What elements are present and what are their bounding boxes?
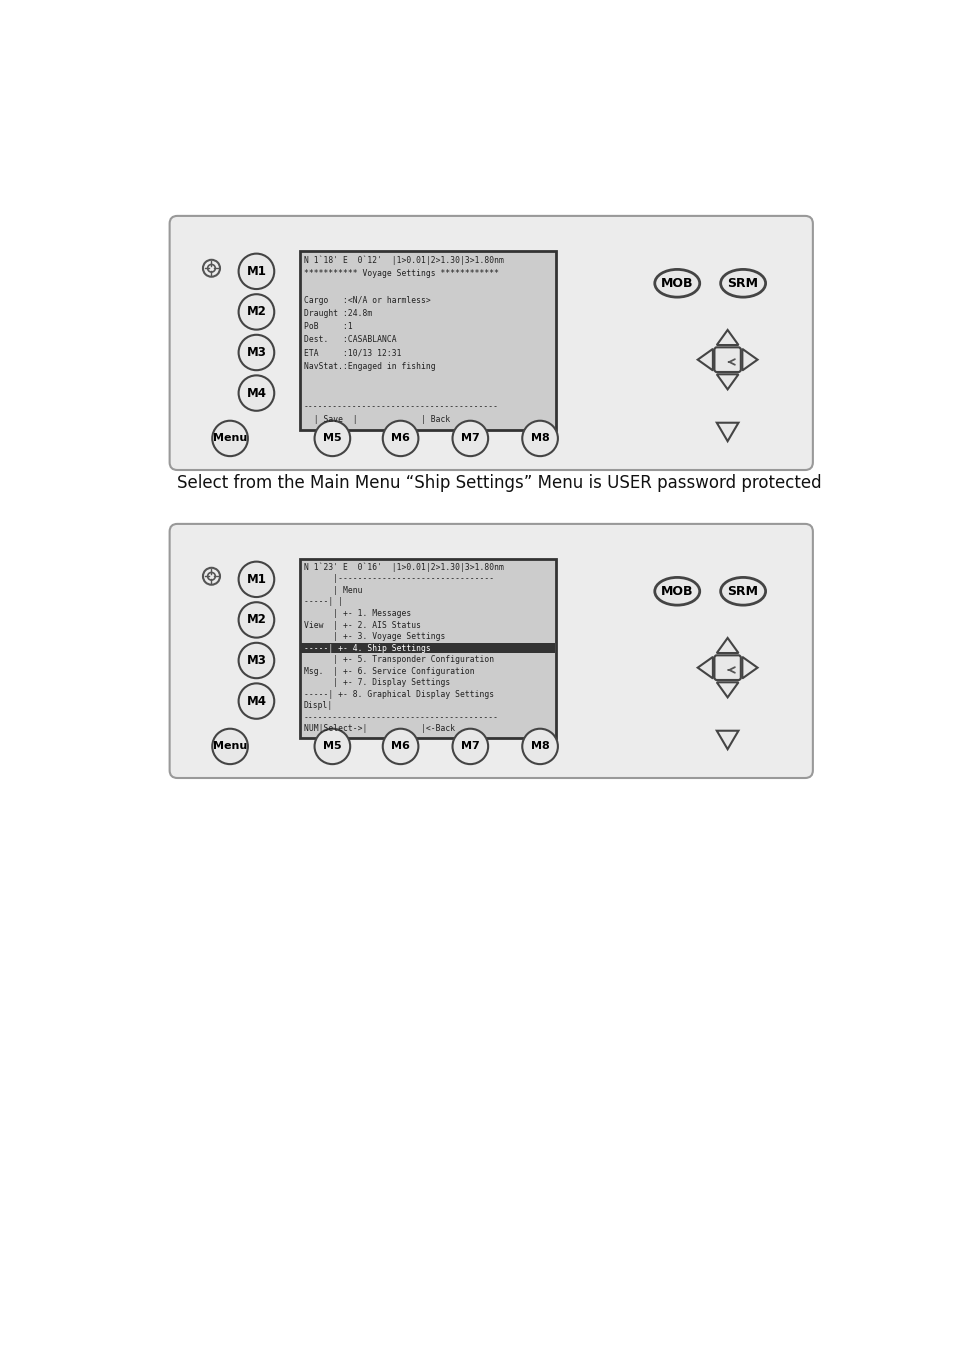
Text: Menu: Menu	[213, 433, 247, 443]
Text: M7: M7	[460, 741, 479, 752]
Polygon shape	[716, 329, 738, 346]
Ellipse shape	[720, 270, 765, 297]
Circle shape	[238, 562, 274, 597]
Polygon shape	[741, 348, 757, 370]
Text: |--------------------------------: |--------------------------------	[303, 574, 494, 583]
Text: M6: M6	[391, 433, 410, 443]
Text: M5: M5	[323, 741, 341, 752]
Circle shape	[382, 729, 418, 764]
Polygon shape	[716, 374, 738, 389]
Bar	[299, 559, 555, 738]
Polygon shape	[741, 657, 757, 679]
Text: ETA     :10/13 12:31: ETA :10/13 12:31	[303, 348, 401, 358]
Text: M4: M4	[246, 386, 266, 400]
Text: Draught :24.8m: Draught :24.8m	[303, 309, 372, 319]
Text: N 1`23' E  0`16'  |1>0.01|2>1.30|3>1.80nm: N 1`23' E 0`16' |1>0.01|2>1.30|3>1.80nm	[303, 563, 503, 572]
Circle shape	[521, 421, 558, 456]
Text: Msg.  | +- 6. Service Configuration: Msg. | +- 6. Service Configuration	[303, 667, 474, 675]
Text: M1: M1	[246, 265, 266, 278]
FancyBboxPatch shape	[170, 524, 812, 778]
Text: | +- 5. Transponder Configuration: | +- 5. Transponder Configuration	[303, 655, 494, 664]
Text: PoB     :1: PoB :1	[303, 323, 352, 331]
Text: | +- 1. Messages: | +- 1. Messages	[303, 609, 411, 618]
Circle shape	[314, 729, 350, 764]
Polygon shape	[697, 657, 712, 679]
Polygon shape	[697, 348, 712, 370]
Polygon shape	[716, 423, 738, 441]
Text: M6: M6	[391, 741, 410, 752]
Text: M4: M4	[246, 695, 266, 707]
Text: | Save  |             | Back: | Save | | Back	[303, 414, 450, 424]
Text: SRM: SRM	[727, 585, 758, 598]
Circle shape	[238, 335, 274, 370]
Circle shape	[382, 421, 418, 456]
Circle shape	[238, 602, 274, 637]
Text: -----| +- 8. Graphical Display Settings: -----| +- 8. Graphical Display Settings	[303, 690, 494, 699]
Text: M8: M8	[530, 433, 549, 443]
Text: M5: M5	[323, 433, 341, 443]
Text: ----------------------------------------: ----------------------------------------	[303, 713, 498, 722]
Circle shape	[238, 375, 274, 410]
Text: N 1`18' E  0`12'  |1>0.01|2>1.30|3>1.80nm: N 1`18' E 0`12' |1>0.01|2>1.30|3>1.80nm	[303, 256, 503, 266]
Text: M2: M2	[246, 305, 266, 319]
Text: M3: M3	[246, 346, 266, 359]
Text: M2: M2	[246, 613, 266, 626]
Circle shape	[238, 254, 274, 289]
Circle shape	[521, 729, 558, 764]
Text: M7: M7	[460, 433, 479, 443]
FancyBboxPatch shape	[714, 347, 740, 373]
Text: ----------------------------------------: ----------------------------------------	[303, 402, 498, 410]
Text: SRM: SRM	[727, 277, 758, 290]
Text: Displ|: Displ|	[303, 701, 333, 710]
Ellipse shape	[654, 578, 699, 605]
Circle shape	[314, 421, 350, 456]
Polygon shape	[716, 730, 738, 749]
Text: | +- 3. Voyage Settings: | +- 3. Voyage Settings	[303, 632, 445, 641]
FancyBboxPatch shape	[170, 216, 812, 470]
Text: | Menu: | Menu	[303, 586, 362, 595]
Circle shape	[212, 729, 248, 764]
Ellipse shape	[654, 270, 699, 297]
Text: MOB: MOB	[660, 277, 693, 290]
Polygon shape	[716, 639, 738, 653]
Circle shape	[452, 729, 488, 764]
Text: M3: M3	[246, 653, 266, 667]
Ellipse shape	[720, 578, 765, 605]
Bar	[300, 643, 555, 653]
Text: MOB: MOB	[660, 585, 693, 598]
Text: Cargo   :<N/A or harmless>: Cargo :<N/A or harmless>	[303, 296, 430, 305]
Text: Dest.   :CASABLANCA: Dest. :CASABLANCA	[303, 336, 395, 344]
Text: NUM|Select->|           |<-Back: NUM|Select->| |<-Back	[303, 724, 455, 733]
Text: -----| +- 4. Ship Settings: -----| +- 4. Ship Settings	[303, 644, 430, 652]
Circle shape	[238, 294, 274, 329]
Circle shape	[238, 683, 274, 718]
Text: M8: M8	[530, 741, 549, 752]
Text: View  | +- 2. AIS Status: View | +- 2. AIS Status	[303, 621, 420, 629]
FancyBboxPatch shape	[714, 655, 740, 680]
Text: NavStat.:Engaged in fishing: NavStat.:Engaged in fishing	[303, 362, 435, 371]
Text: Select from the Main Menu “Ship Settings” Menu is USER password protected: Select from the Main Menu “Ship Settings…	[177, 474, 821, 491]
Text: M1: M1	[246, 572, 266, 586]
Text: Menu: Menu	[213, 741, 247, 752]
Bar	[299, 251, 555, 429]
Text: *********** Voyage Settings ************: *********** Voyage Settings ************	[303, 269, 498, 278]
Circle shape	[452, 421, 488, 456]
Circle shape	[212, 421, 248, 456]
Circle shape	[238, 643, 274, 678]
Text: | +- 7. Display Settings: | +- 7. Display Settings	[303, 678, 450, 687]
Text: -----| |: -----| |	[303, 598, 342, 606]
Polygon shape	[716, 682, 738, 698]
